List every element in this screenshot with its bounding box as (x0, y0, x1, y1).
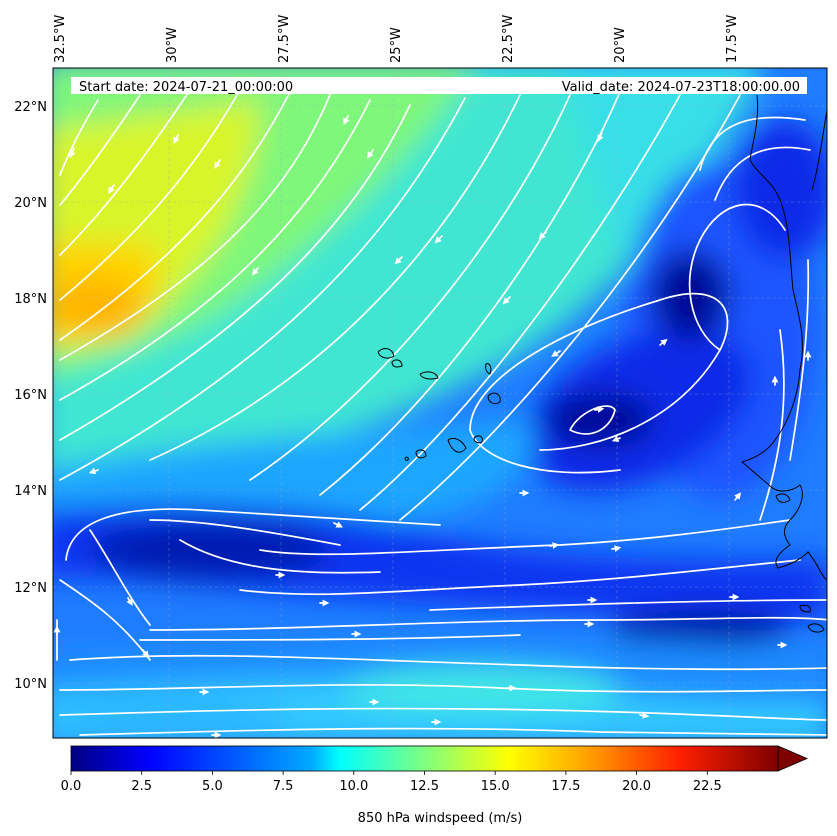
colorbar-tick-label: 17.5 (551, 779, 580, 794)
lat-label: 16°N (14, 388, 47, 403)
map-frame (52, 67, 828, 739)
colorbar-tick-label: 0.0 (61, 779, 82, 794)
lon-label: 17.5°W (725, 15, 740, 63)
latitude-labels: 22°N 20°N 18°N 16°N 14°N 12°N 10°N (14, 100, 47, 692)
colorbar-tick-label: 5.0 (202, 779, 223, 794)
coastlines (377, 94, 827, 633)
colorbar-label: 850 hPa windspeed (m/s) (358, 811, 523, 826)
lat-label: 20°N (14, 196, 47, 211)
colorbar-tick-label: 10.0 (339, 779, 368, 794)
colorbar-tick-label: 15.0 (481, 779, 510, 794)
longitude-labels: 32.5°W 30°W 27.5°W 25°W 22.5°W 20°W 17.5… (53, 15, 740, 63)
lat-label: 18°N (14, 292, 47, 307)
colorbar-tick-label: 7.5 (273, 779, 294, 794)
colorbar-tick-label: 12.5 (410, 779, 439, 794)
windspeed-field (53, 68, 827, 738)
streamlines (53, 89, 827, 738)
start-date: Start date: 2024-07-21_00:00:00 (79, 80, 293, 95)
colorbar-tick-label: 22.5 (693, 779, 722, 794)
lon-label: 30°W (165, 27, 180, 63)
gridlines (53, 68, 827, 738)
lat-label: 22°N (14, 100, 47, 115)
colorbar-extend-triangle (777, 745, 809, 772)
lon-label: 25°W (389, 27, 404, 63)
lon-label: 22.5°W (501, 15, 516, 63)
colorbar-gradient (70, 745, 779, 772)
lon-label: 32.5°W (53, 15, 68, 63)
colorbar-tick-label: 2.5 (131, 779, 152, 794)
valid-date: Valid_date: 2024-07-23T18:00:00.00 (562, 80, 800, 95)
colorbar: 0.0 2.5 5.0 7.5 10.0 12.5 15.0 17.5 20.0 22.5 850… (61, 745, 809, 826)
colorbar-ticks: 0.0 2.5 5.0 7.5 10.0 12.5 15.0 17.5 20.0 22.5 (61, 771, 722, 794)
date-header-box (71, 77, 807, 94)
lat-label: 14°N (14, 484, 47, 499)
lon-label: 20°W (613, 27, 628, 63)
colorbar-tick-label: 20.0 (622, 779, 651, 794)
lon-label: 27.5°W (277, 15, 292, 63)
lat-label: 10°N (14, 677, 47, 692)
lat-label: 12°N (14, 581, 47, 596)
